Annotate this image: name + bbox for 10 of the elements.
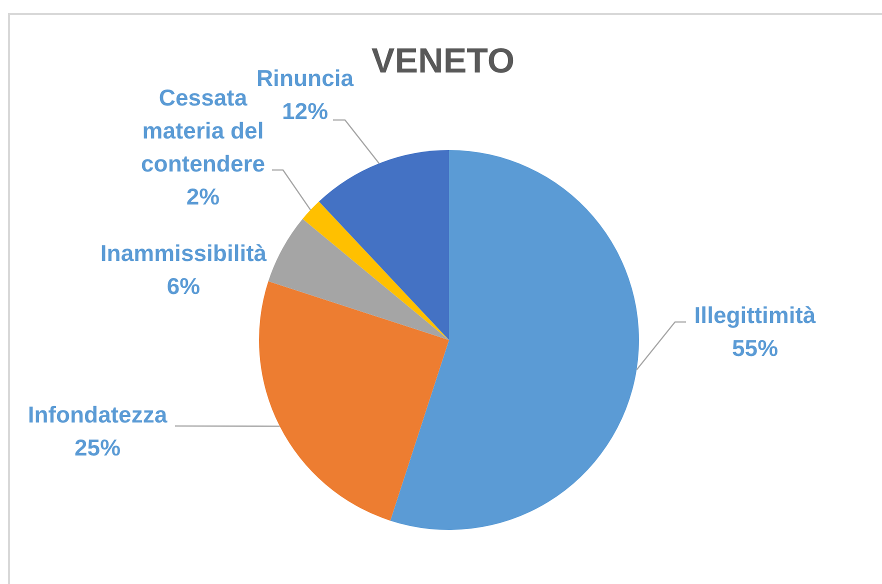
- data-label: 25%: [74, 434, 121, 460]
- slice-label: Infondatezza: [28, 401, 168, 428]
- data-label: 6%: [166, 272, 200, 299]
- data-label: 12%: [282, 98, 328, 124]
- chart-title: VENETO: [371, 42, 515, 81]
- slice-label: Inammissibilità: [100, 240, 267, 266]
- data-label: 2%: [186, 183, 220, 210]
- slice-label: Illegittimità: [694, 302, 816, 328]
- data-label: 55%: [732, 334, 778, 361]
- slice-label: Rinuncia: [256, 64, 354, 91]
